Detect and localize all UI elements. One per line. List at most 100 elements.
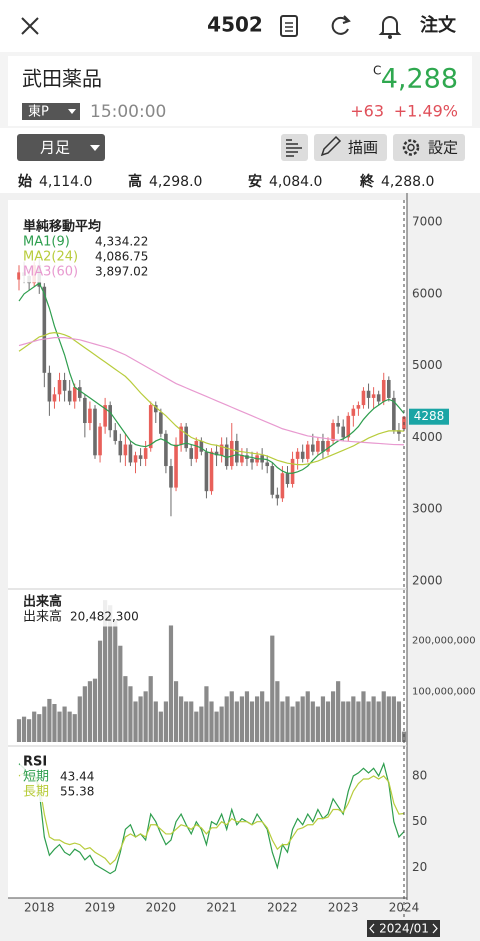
- candle-body: [311, 444, 315, 452]
- volume-bar: [260, 691, 265, 742]
- candle-body: [199, 440, 204, 452]
- close-button[interactable]: [21, 17, 39, 35]
- candle-body: [219, 444, 224, 456]
- volume-bar: [62, 706, 67, 742]
- volume-bar: [376, 701, 381, 742]
- y-tick-label: 20: [412, 860, 427, 874]
- volume-bar: [386, 696, 391, 742]
- volume-bar: [37, 714, 42, 742]
- ohlc-value: 4,114.0: [39, 174, 92, 190]
- candle-body: [138, 455, 143, 459]
- candle-body: [62, 379, 67, 391]
- candle-body: [189, 448, 194, 459]
- settings-button[interactable]: [393, 134, 465, 161]
- volume-bar: [224, 696, 229, 742]
- y-tick-label: 6000: [412, 286, 443, 300]
- candle-body: [376, 394, 381, 402]
- volume-bar: [179, 696, 184, 742]
- candle-body: [285, 473, 290, 484]
- period-button[interactable]: [17, 134, 105, 161]
- legend-bg: [20, 753, 100, 802]
- volume-bar: [42, 706, 47, 742]
- volume-bar: [153, 701, 158, 742]
- volume-bar: [173, 681, 179, 742]
- volume-bar: [168, 625, 174, 742]
- y-tick-label: 200,000,000: [412, 636, 476, 647]
- volume-bar: [219, 706, 224, 742]
- volume-bar: [133, 701, 138, 742]
- legend-value: 20,482,300: [70, 610, 139, 624]
- candle-body: [371, 394, 376, 398]
- candle-body: [366, 390, 371, 398]
- draw-button[interactable]: [314, 134, 387, 161]
- candle-body: [108, 405, 112, 431]
- candle-body: [381, 379, 386, 402]
- volume-bar: [244, 691, 250, 742]
- x-tick-label: 2021: [206, 901, 237, 915]
- candle-body: [153, 405, 158, 413]
- candle-body: [336, 423, 340, 427]
- candle-body: [123, 444, 128, 456]
- x-tick-label: 2024: [389, 901, 420, 915]
- candle-body: [194, 440, 199, 459]
- candle-body: [103, 405, 107, 427]
- line-series: [18, 337, 405, 446]
- candle-body: [159, 412, 163, 434]
- charts: 2000 3000 4000 5000 6000 7000 4288 単純移動平均MA1(9)…: [16, 215, 476, 915]
- volume-bar: [82, 686, 87, 742]
- volume-bar: [199, 706, 204, 742]
- settings-label: 設定: [428, 139, 458, 157]
- candle-body: [118, 440, 123, 456]
- volume-bar: [128, 686, 133, 742]
- candle-body: [295, 451, 300, 459]
- volume-bar: [77, 696, 82, 742]
- ohlc-value: 4,084.0: [269, 174, 322, 190]
- y-tick-label: 5000: [412, 358, 443, 372]
- legend-name: 短期: [23, 770, 49, 785]
- candle-body: [392, 397, 396, 431]
- quote-time: 15:00:00: [90, 102, 166, 122]
- volume-bar: [285, 696, 290, 742]
- legend-name: MA1(9): [23, 235, 70, 250]
- line-series: [18, 332, 405, 466]
- candle-body: [240, 455, 244, 463]
- candle-body: [42, 286, 47, 373]
- change-pct: +1.49%: [394, 102, 458, 121]
- candle-body: [331, 423, 335, 441]
- volume-bar: [158, 711, 163, 742]
- volume-bar: [315, 706, 320, 742]
- candle-body: [387, 379, 391, 398]
- volume-bar: [143, 691, 148, 742]
- volume-bar: [234, 701, 239, 742]
- reload-button[interactable]: [331, 15, 351, 35]
- legend-value: 43.44: [60, 770, 94, 784]
- volume-bar: [92, 678, 98, 742]
- cursor-box[interactable]: [367, 920, 440, 937]
- volume-bar: [280, 701, 285, 742]
- y-tick-label: 100,000,000: [412, 686, 476, 697]
- stock-name: 武田薬品: [22, 67, 102, 91]
- volume-bar: [123, 676, 128, 742]
- volume-bar: [371, 696, 376, 742]
- draw-label: 描画: [348, 139, 378, 157]
- indicator-button[interactable]: [281, 134, 308, 161]
- price-tag-bg: [409, 408, 449, 425]
- candle-body: [316, 440, 320, 452]
- volume-bar: [148, 676, 153, 742]
- candle-body: [356, 405, 361, 409]
- volume-bar: [16, 719, 22, 742]
- candle-body: [72, 387, 77, 402]
- volume-bar: [361, 691, 366, 742]
- memo-button[interactable]: [280, 15, 298, 37]
- candle-body: [346, 415, 351, 438]
- volume-bar: [270, 635, 275, 742]
- candle-body: [265, 462, 270, 467]
- alert-button[interactable]: [378, 16, 402, 39]
- order-button[interactable]: 注文: [420, 14, 457, 36]
- price-tag: 4288: [414, 409, 445, 423]
- volume-bar: [239, 696, 244, 742]
- market-select[interactable]: [22, 103, 80, 120]
- volume-bar: [57, 711, 62, 742]
- candle-body: [361, 390, 366, 406]
